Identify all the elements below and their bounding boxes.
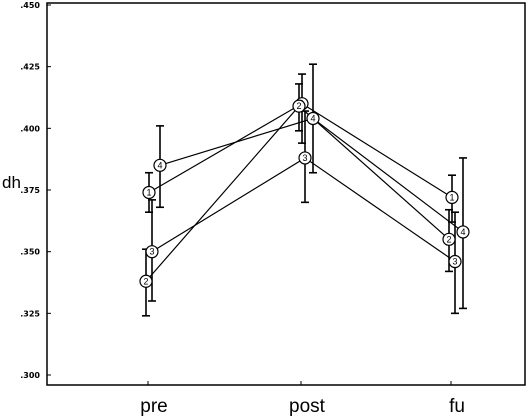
y-tick-label: .325 (20, 309, 40, 318)
data-point-label: 3 (452, 257, 457, 267)
y-tick-label: .300 (20, 371, 40, 380)
y-axis: .300 .325 .350 .375 .400 .425 .450 (20, 1, 51, 380)
series-line (148, 102, 453, 198)
data-point (445, 190, 459, 204)
y-tick-label: .425 (20, 63, 40, 72)
series-1 (145, 73, 456, 223)
data-point (153, 158, 167, 172)
data-point (139, 274, 153, 288)
data-point-label: 3 (302, 153, 307, 163)
x-tick-label: pre (140, 396, 167, 417)
series-line (151, 157, 456, 263)
data-point-label: 2 (296, 101, 301, 111)
data-point (442, 232, 456, 246)
data-point (142, 185, 156, 200)
series-4 (156, 63, 467, 310)
data-point-label: 1 (449, 192, 454, 202)
plot-frame (46, 2, 526, 386)
data-point (298, 151, 312, 165)
series-1-markers: 111 (142, 97, 459, 204)
y-tick-label: .375 (20, 186, 40, 195)
data-point (292, 99, 306, 113)
series-2-markers: 2 2 2 (139, 99, 456, 288)
series-2 (142, 83, 453, 317)
series-3 (148, 110, 459, 315)
y-axis-label: dh (2, 173, 21, 192)
y-tick-label: .450 (20, 1, 40, 10)
series-3-markers: 3 3 3 (145, 151, 462, 269)
x-axis: pre post fu (140, 381, 465, 417)
data-point (145, 245, 159, 259)
data-point (448, 254, 462, 269)
x-tick-label: fu (449, 396, 465, 417)
series-layer: 111222333444 (139, 63, 470, 317)
data-point-label: 2 (143, 276, 148, 286)
data-point (456, 225, 470, 239)
x-tick-label: post (289, 396, 326, 417)
data-point-label: 3 (149, 247, 154, 257)
data-point-label: 4 (157, 160, 162, 170)
series-4-markers: 4 4 4 (153, 111, 470, 239)
data-point-label: 1 (146, 187, 151, 197)
data-point-label: 4 (310, 113, 315, 123)
data-point-label: 4 (460, 227, 465, 237)
data-point (306, 111, 320, 126)
series-line (145, 105, 450, 282)
data-point-label: 2 (446, 234, 451, 244)
y-tick-label: .400 (20, 124, 40, 133)
y-tick-label: .350 (20, 248, 40, 257)
